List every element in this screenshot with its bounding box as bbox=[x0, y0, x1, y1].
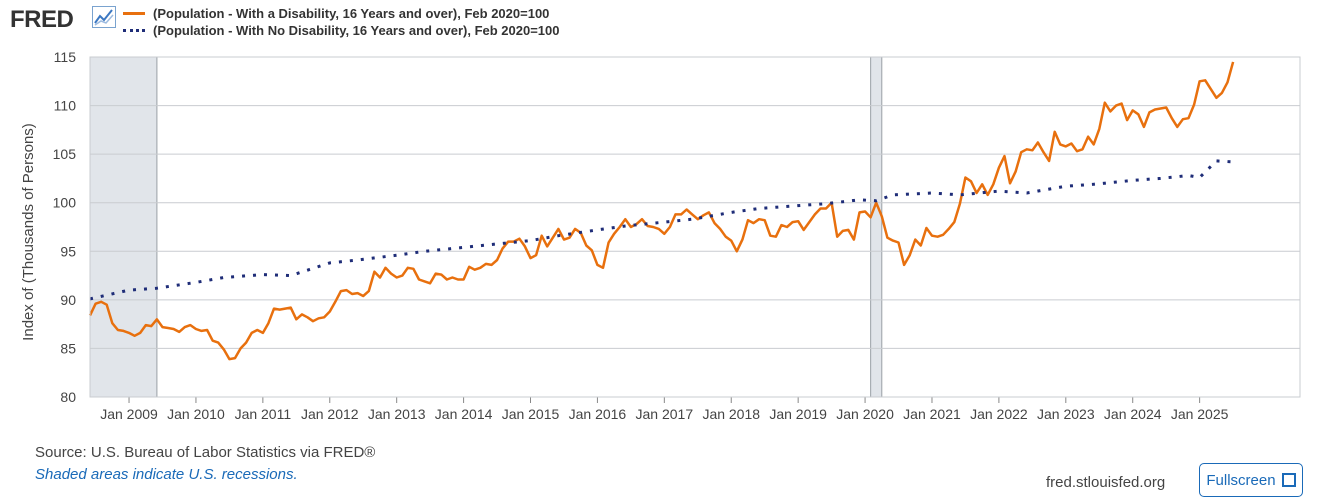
x-tick-label: Jan 2016 bbox=[569, 406, 627, 422]
series-line-no-disability bbox=[89, 159, 1234, 301]
legend-item-no-disability[interactable]: (Population - With No Disability, 16 Yea… bbox=[123, 22, 560, 39]
y-tick-label: 110 bbox=[54, 98, 77, 114]
y-tick-label: 90 bbox=[60, 292, 76, 308]
x-tick-label: Jan 2021 bbox=[903, 406, 961, 422]
fullscreen-label: Fullscreen bbox=[1206, 471, 1276, 489]
y-tick-label: 100 bbox=[53, 195, 77, 211]
x-tick-label: Jan 2011 bbox=[235, 406, 292, 422]
x-tick-label: Jan 2014 bbox=[435, 406, 493, 422]
x-tick-label: Jan 2009 bbox=[100, 406, 158, 422]
legend-item-with-disability[interactable]: (Population - With a Disability, 16 Year… bbox=[123, 5, 560, 22]
x-tick-label: Jan 2017 bbox=[636, 406, 694, 422]
x-tick-label: Jan 2022 bbox=[970, 406, 1028, 422]
recession-shade bbox=[870, 57, 882, 397]
plot-frame bbox=[89, 56, 1301, 398]
x-tick-label: Jan 2018 bbox=[702, 406, 760, 422]
recession-shade bbox=[90, 57, 157, 397]
legend-swatch-solid bbox=[123, 12, 145, 15]
trend-line-icon bbox=[92, 6, 116, 28]
legend-swatch-dotted bbox=[123, 29, 145, 32]
x-tick-label: Jan 2025 bbox=[1171, 406, 1229, 422]
line-chart: 80 85 90 95 100 105 110 115 Jan 2009 Jan 2010 Jan … bbox=[20, 49, 1301, 422]
x-tick-label: Jan 2015 bbox=[502, 406, 560, 422]
y-tick-label: 85 bbox=[60, 340, 76, 356]
x-tick-label: Jan 2010 bbox=[167, 406, 225, 422]
x-tick-label: Jan 2013 bbox=[368, 406, 426, 422]
fullscreen-button[interactable]: Fullscreen bbox=[1199, 463, 1303, 497]
fred-logo[interactable]: FRED bbox=[10, 6, 74, 33]
x-tick-label: Jan 2012 bbox=[301, 406, 359, 422]
source-note: Source: U.S. Bureau of Labor Statistics … bbox=[35, 444, 376, 461]
site-link[interactable]: fred.stlouisfed.org bbox=[1046, 474, 1166, 491]
legend-label: (Population - With a Disability, 16 Year… bbox=[153, 6, 550, 21]
x-tick-label: Jan 2019 bbox=[769, 406, 827, 422]
x-tick-label: Jan 2023 bbox=[1037, 406, 1095, 422]
x-tick-label: Jan 2024 bbox=[1104, 406, 1162, 422]
legend-label: (Population - With No Disability, 16 Yea… bbox=[153, 23, 560, 38]
series-line-with-disability bbox=[88, 61, 1235, 361]
y-tick-label: 115 bbox=[54, 49, 77, 65]
y-tick-label: 105 bbox=[53, 146, 77, 162]
x-tick-label: Jan 2020 bbox=[836, 406, 894, 422]
expand-icon bbox=[1281, 473, 1296, 487]
y-tick-label: 80 bbox=[60, 389, 76, 405]
chart-legend: (Population - With a Disability, 16 Year… bbox=[123, 5, 560, 39]
y-tick-label: 95 bbox=[60, 243, 76, 259]
y-axis-label: Index of (Thousands of Persons) bbox=[20, 123, 37, 341]
recession-note: Shaded areas indicate U.S. recessions. bbox=[35, 466, 298, 483]
